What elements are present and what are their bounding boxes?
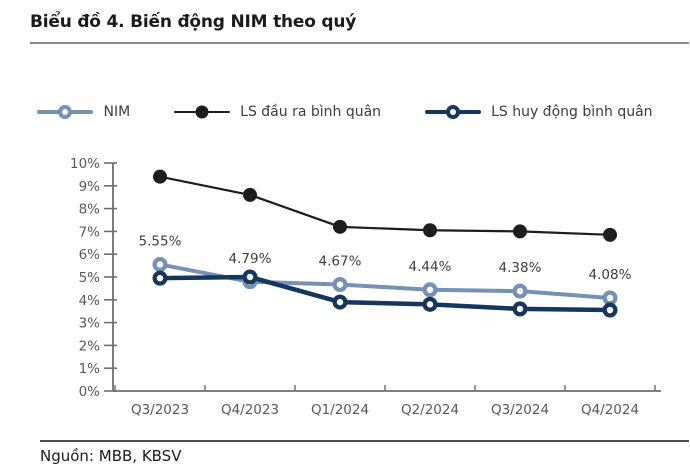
legend-item-nim: NIM <box>37 104 130 120</box>
data-point-ls_dau_ra <box>423 223 437 238</box>
data-point-hole <box>156 274 164 282</box>
data-point-hole <box>426 286 434 293</box>
x-category-label: Q3/2024 <box>491 402 549 418</box>
data-label: 4.08% <box>589 267 632 283</box>
data-point-hole <box>426 301 434 308</box>
chart-title: Biểu đồ 4. Biến động NIM theo quý <box>30 12 357 32</box>
legend-label-nim: NIM <box>103 104 131 120</box>
data-label: 4.38% <box>499 260 542 276</box>
data-label: 4.79% <box>229 251 272 267</box>
data-point-ls_dau_ra <box>243 187 257 202</box>
legend-line-ls-dau-ra <box>174 105 231 119</box>
y-tick-label: 5% <box>79 270 101 286</box>
legend-label-ls-dau-ra: LS đầu ra bình quân <box>240 104 382 120</box>
data-label: 4.44% <box>409 259 452 275</box>
source-text: Nguồn: MBB, KBSV <box>40 447 182 465</box>
series-line-ls_dau_ra <box>158 175 612 236</box>
y-tick-label: 4% <box>79 293 101 309</box>
legend-label-ls-huy-dong: LS huy động bình quân <box>491 104 653 120</box>
source-divider <box>40 440 689 442</box>
x-category-label: Q2/2024 <box>401 402 459 418</box>
y-tick-label: 6% <box>79 247 101 263</box>
legend-line-nim <box>37 105 94 119</box>
data-point-ls_dau_ra <box>333 219 347 234</box>
data-point-hole <box>156 261 164 268</box>
x-category-label: Q1/2024 <box>311 402 369 418</box>
legend-item-ls-dau-ra: LS đầu ra bình quân <box>174 104 381 120</box>
x-category-label: Q4/2023 <box>221 402 279 418</box>
y-tick-label: 2% <box>79 338 101 354</box>
data-point-hole <box>336 298 344 306</box>
series-line-ls_huy_dong <box>157 274 613 313</box>
data-point-hole <box>606 294 614 302</box>
data-label: 5.55% <box>139 233 182 249</box>
title-divider <box>30 42 689 44</box>
data-point-ls_dau_ra <box>513 224 527 239</box>
y-tick-label: 1% <box>79 361 101 377</box>
ls-huy-dong-marker-icon <box>446 105 461 119</box>
x-category-label: Q4/2024 <box>581 402 639 418</box>
data-point-ls_dau_ra <box>603 227 617 242</box>
data-point-hole <box>516 305 524 313</box>
nim-marker-icon <box>58 105 73 119</box>
data-point-hole <box>606 306 614 314</box>
x-category-label: Q3/2023 <box>131 402 189 418</box>
y-tick-label: 0% <box>79 384 101 400</box>
ls-dau-ra-marker-icon <box>195 105 209 119</box>
y-tick-label: 3% <box>79 316 101 332</box>
y-tick-label: 9% <box>79 179 101 195</box>
data-label: 4.67% <box>319 254 362 270</box>
series-line-nim <box>158 262 612 300</box>
y-tick-label: 7% <box>79 224 101 240</box>
y-tick-label: 8% <box>79 202 101 218</box>
data-point-hole <box>516 287 524 295</box>
data-point-ls_dau_ra <box>153 169 167 184</box>
data-point-hole <box>246 273 254 281</box>
data-point-hole <box>336 281 344 288</box>
legend-item-ls-huy-dong: LS huy động bình quân <box>425 104 653 120</box>
chart-legend: NIM LS đầu ra bình quân LS huy động bình… <box>0 104 690 120</box>
y-tick-label: 10% <box>70 156 100 172</box>
legend-line-ls-huy-dong <box>425 105 482 119</box>
